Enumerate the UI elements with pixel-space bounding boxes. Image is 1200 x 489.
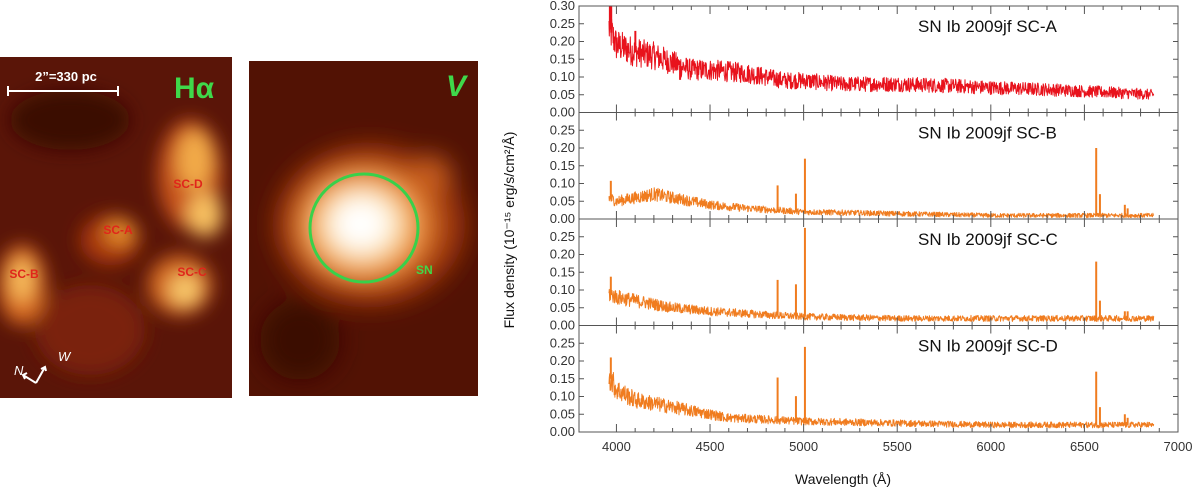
y-tick-label: 0.20: [550, 353, 575, 368]
y-tick-label: 0.10: [550, 176, 575, 191]
x-tick-label: 7000: [1164, 439, 1193, 454]
y-tick-label: 0.20: [550, 34, 575, 49]
y-tick-label: 0.00: [550, 105, 575, 120]
spectrum-line: [608, 372, 1155, 429]
spectrum-panel-1: 0.00 0.05 0.10 0.15 0.20 0.25 0.30 SN Ib 2009jf…: [550, 0, 1179, 120]
sn-circle-marker: [308, 172, 420, 284]
halpha-image: [0, 57, 232, 398]
y-tick-label: 0.05: [550, 406, 575, 421]
y-tick-label: 0.10: [550, 389, 575, 404]
panel-frame: [578, 325, 1179, 433]
y-tick-label: 0.15: [550, 264, 575, 279]
scale-bar-label: 2”=330 pc: [35, 69, 97, 84]
x-tick-label: 5500: [883, 439, 912, 454]
spectra-chart: 0.00 0.05 0.10 0.15 0.20 0.25 0.30 SN Ib 2009jf…: [550, 0, 1193, 454]
compass-north-label: N: [14, 363, 24, 378]
y-tick-label: 0.10: [550, 69, 575, 84]
panel-frame: [578, 5, 1179, 113]
y-tick-label: 0.05: [550, 193, 575, 208]
y-tick-label: 0.15: [550, 158, 575, 173]
x-tick-label: 4500: [696, 439, 725, 454]
spectrum-line: [608, 288, 1155, 322]
cluster-label-sc-d: SC-D: [173, 177, 203, 191]
spectrum-line: [608, 187, 1155, 219]
x-tick-label: 6500: [1070, 439, 1099, 454]
y-tick-label: 0.25: [550, 16, 575, 31]
y-tick-label: 0.05: [550, 300, 575, 315]
cluster-label-sc-b: SC-B: [9, 267, 39, 281]
y-tick-label: 0.25: [550, 229, 575, 244]
y-tick-label: 0.05: [550, 87, 575, 102]
y-tick-label: 0.25: [550, 335, 575, 350]
panel-title: SN Ib 2009jf SC-B: [918, 124, 1057, 143]
y-tick-label: 0.25: [550, 122, 575, 137]
y-tick-label: 0.20: [550, 140, 575, 155]
panel-frame: [578, 112, 1179, 220]
v-band-image: [249, 61, 478, 396]
x-axis-label: Wavelength (Å): [795, 471, 891, 487]
spectrum-panel-2: 0.00 0.05 0.10 0.15 0.20 0.25 SN Ib 2009jf SC-…: [550, 112, 1179, 226]
panel-title: SN Ib 2009jf SC-D: [918, 337, 1058, 356]
y-tick-label: 0.30: [550, 0, 575, 13]
y-tick-label: 0.10: [550, 282, 575, 297]
spectrum-line: [608, 10, 1155, 100]
spectrum-panel-3: 0.00 0.05 0.10 0.15 0.20 0.25 SN Ib 2009jf SC-…: [550, 218, 1179, 333]
y-tick-label: 0.15: [550, 51, 575, 66]
x-tick-label: 6000: [976, 439, 1005, 454]
halpha-labels: SC-D SC-A SC-B SC-C 2”=330 pc Hα N W: [7, 69, 215, 384]
compass-arrows-icon: [21, 365, 47, 384]
compass-west-label: W: [58, 349, 72, 364]
panel-title: SN Ib 2009jf SC-A: [918, 17, 1058, 36]
cluster-label-sc-a: SC-A: [103, 223, 133, 237]
y-axis-label: Flux density (10⁻¹⁵ erg/s/cm²/Å): [501, 132, 517, 329]
panel-title: SN Ib 2009jf SC-C: [918, 230, 1058, 249]
v-band-label: V: [446, 70, 469, 103]
x-tick-label: 5000: [789, 439, 818, 454]
scale-bar: [7, 86, 119, 96]
y-tick-label: 0.15: [550, 371, 575, 386]
sn-label: SN: [416, 263, 433, 277]
halpha-band-label: Hα: [174, 72, 215, 105]
y-tick-label: 0.00: [550, 318, 575, 333]
x-tick-label: 4000: [602, 439, 631, 454]
y-tick-label: 0.20: [550, 247, 575, 262]
cluster-label-sc-c: SC-C: [177, 265, 207, 279]
spectrum-panel-4: 0.00 0.05 0.10 0.15 0.20 0.25 SN Ib 2009jf SC-…: [550, 325, 1179, 439]
y-tick-label: 0.00: [550, 211, 575, 226]
y-tick-label: 0.00: [550, 424, 575, 439]
